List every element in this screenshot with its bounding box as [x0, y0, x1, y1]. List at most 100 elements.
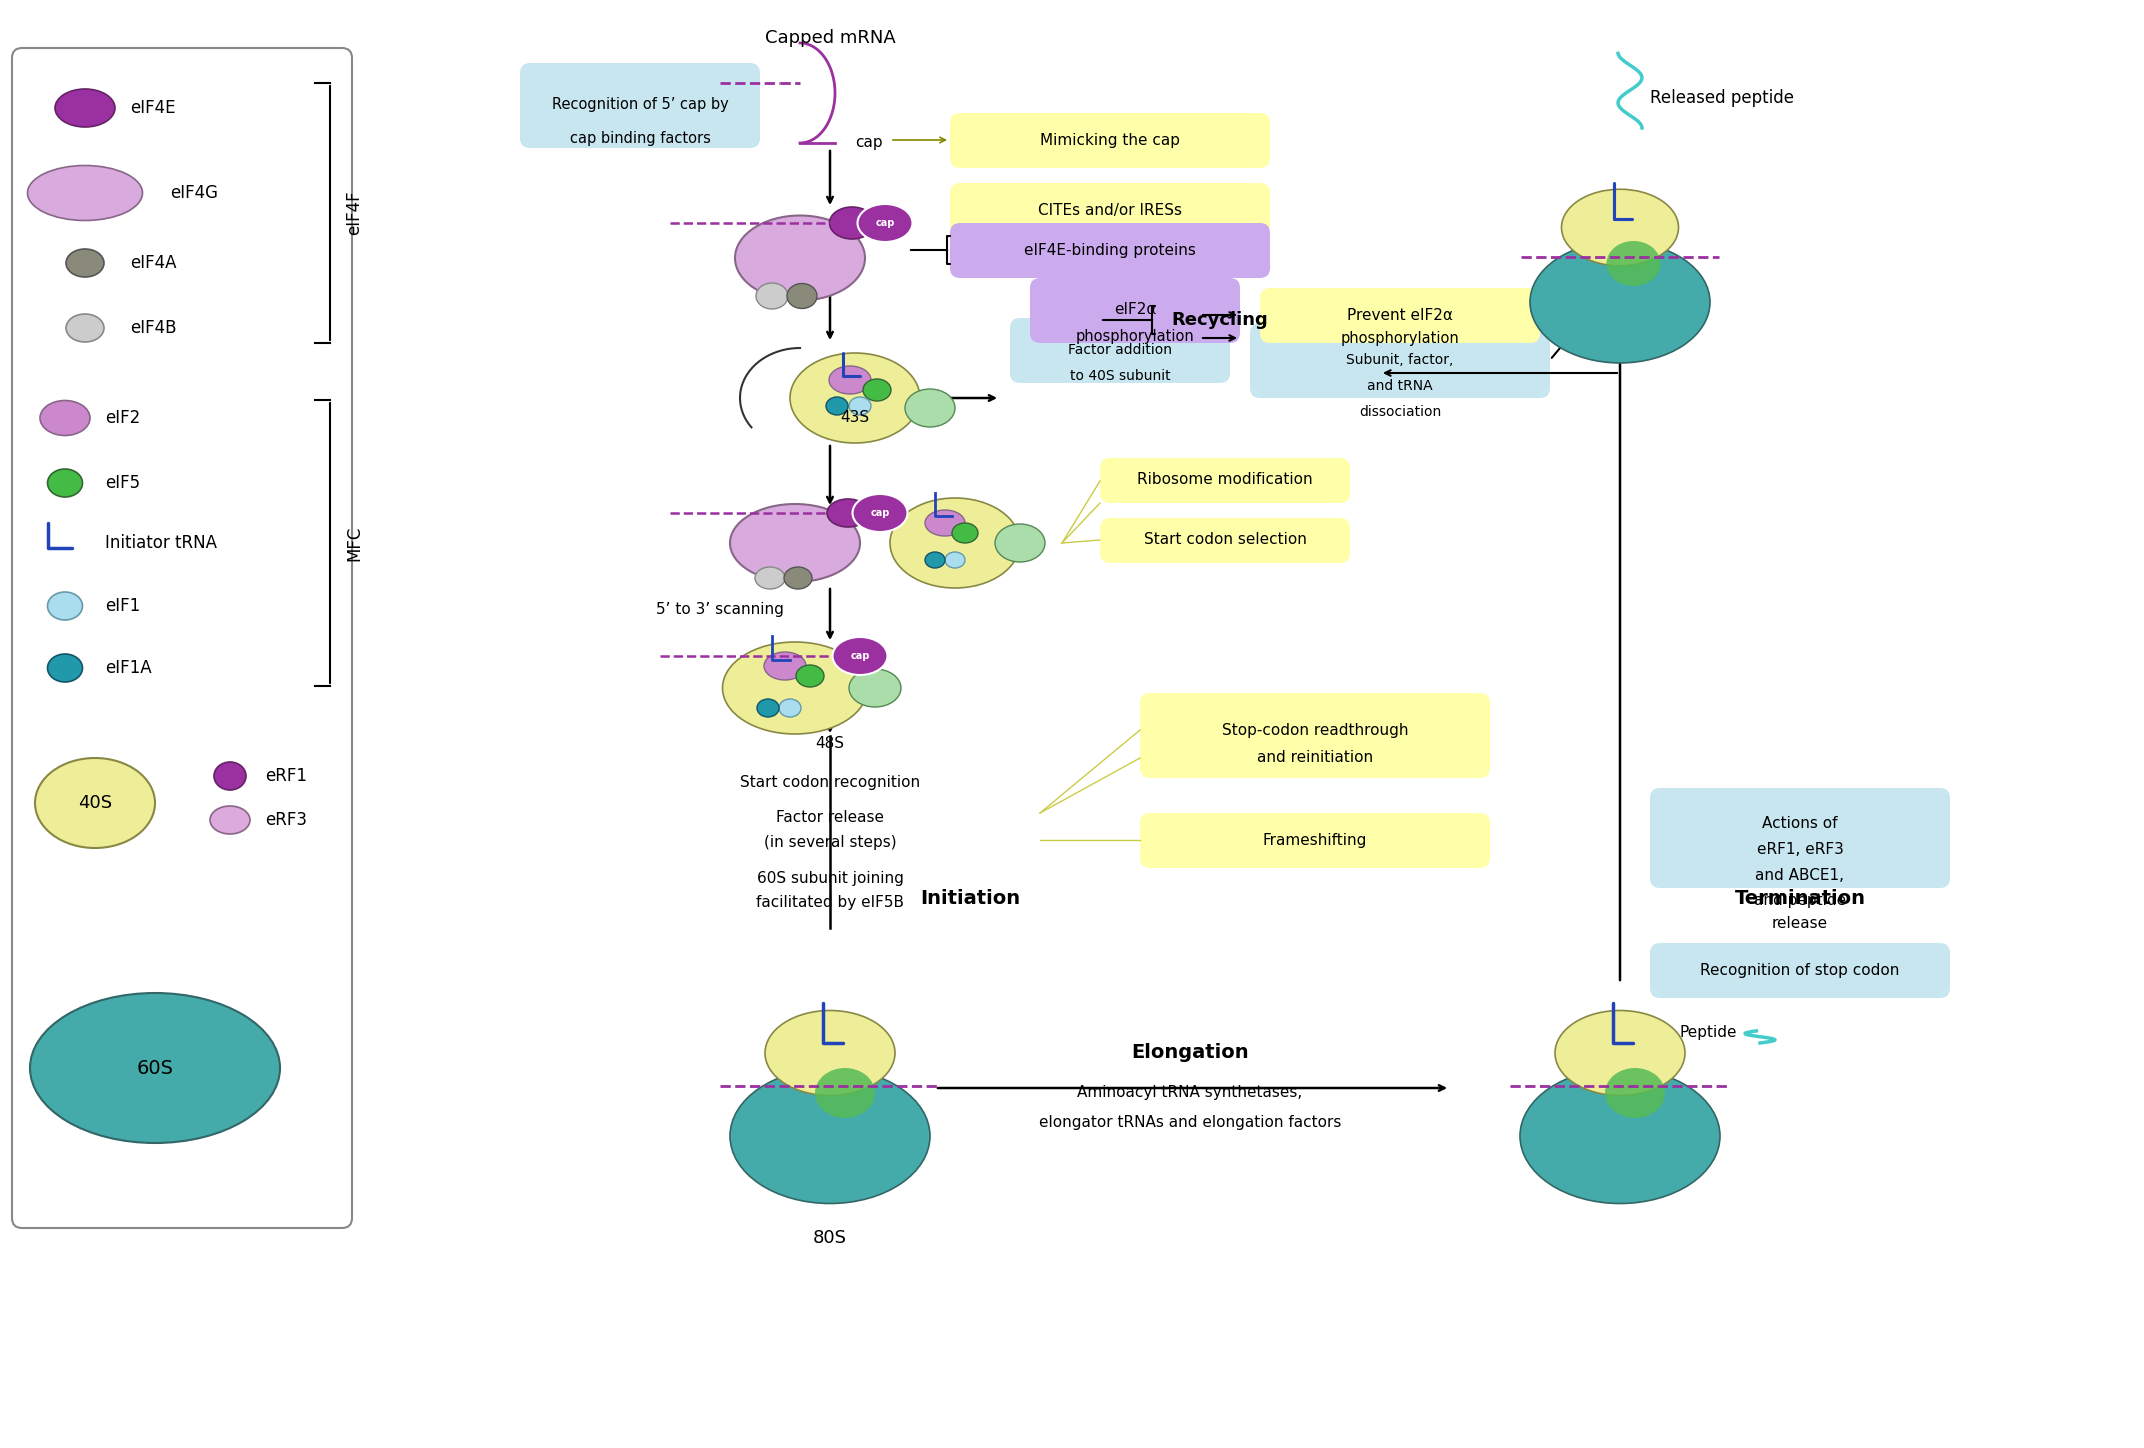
Text: eIF1A: eIF1A: [105, 659, 152, 678]
Ellipse shape: [787, 284, 817, 308]
Ellipse shape: [47, 654, 81, 682]
Text: Prevent eIF2α: Prevent eIF2α: [1346, 307, 1454, 323]
Ellipse shape: [1531, 242, 1711, 363]
FancyBboxPatch shape: [521, 64, 759, 148]
Ellipse shape: [995, 524, 1044, 562]
Text: eIF4B: eIF4B: [131, 319, 176, 337]
FancyBboxPatch shape: [1651, 943, 1951, 998]
Text: eIF4F: eIF4F: [345, 191, 362, 236]
Text: Capped mRNA: Capped mRNA: [765, 29, 896, 46]
Ellipse shape: [789, 353, 920, 443]
Text: Initiator tRNA: Initiator tRNA: [105, 534, 217, 552]
Ellipse shape: [723, 641, 868, 734]
Text: Recognition of stop codon: Recognition of stop codon: [1700, 963, 1900, 977]
Text: eRF1, eRF3: eRF1, eRF3: [1756, 843, 1844, 857]
Text: 60S subunit joining: 60S subunit joining: [757, 870, 903, 886]
Ellipse shape: [1554, 1011, 1685, 1096]
Ellipse shape: [47, 469, 81, 497]
Ellipse shape: [815, 1069, 875, 1118]
Ellipse shape: [825, 397, 849, 416]
Ellipse shape: [830, 207, 875, 239]
Text: Recognition of 5’ cap by: Recognition of 5’ cap by: [551, 97, 729, 113]
Ellipse shape: [785, 568, 813, 589]
Text: eIF4G: eIF4G: [169, 184, 219, 203]
Text: and tRNA: and tRNA: [1368, 379, 1432, 392]
Ellipse shape: [765, 1011, 894, 1096]
Ellipse shape: [28, 165, 142, 220]
Ellipse shape: [757, 699, 778, 717]
Text: Mimicking the cap: Mimicking the cap: [1040, 133, 1179, 148]
Text: 80S: 80S: [813, 1229, 847, 1247]
FancyBboxPatch shape: [1141, 812, 1490, 867]
Text: Factor addition: Factor addition: [1068, 343, 1173, 358]
FancyBboxPatch shape: [1100, 458, 1351, 502]
Ellipse shape: [1606, 1069, 1666, 1118]
Text: Elongation: Elongation: [1132, 1044, 1248, 1063]
Ellipse shape: [1606, 240, 1659, 287]
Ellipse shape: [214, 762, 247, 791]
Ellipse shape: [47, 592, 81, 620]
Ellipse shape: [830, 366, 870, 394]
Text: cap binding factors: cap binding factors: [570, 130, 710, 145]
Ellipse shape: [858, 204, 913, 242]
Text: cap: cap: [855, 136, 883, 151]
Text: 43S: 43S: [840, 410, 870, 426]
Text: CITEs and/or IRESs: CITEs and/or IRESs: [1038, 203, 1181, 217]
Text: Factor release: Factor release: [776, 811, 883, 825]
Ellipse shape: [1520, 1069, 1719, 1203]
Ellipse shape: [828, 500, 868, 527]
Text: Peptide: Peptide: [1681, 1025, 1737, 1041]
Text: cap: cap: [875, 219, 894, 227]
Ellipse shape: [755, 568, 785, 589]
Text: Released peptide: Released peptide: [1651, 88, 1795, 107]
Text: Recycling: Recycling: [1171, 311, 1269, 329]
Ellipse shape: [56, 88, 116, 127]
Ellipse shape: [729, 504, 860, 582]
Text: Aminoacyl tRNA synthetases,: Aminoacyl tRNA synthetases,: [1078, 1086, 1304, 1100]
Text: Initiation: Initiation: [920, 889, 1021, 908]
Text: 5’ to 3’ scanning: 5’ to 3’ scanning: [656, 602, 785, 617]
Ellipse shape: [849, 669, 900, 707]
Text: eIF2: eIF2: [105, 408, 139, 427]
Ellipse shape: [66, 249, 105, 277]
Text: Subunit, factor,: Subunit, factor,: [1346, 353, 1454, 366]
Ellipse shape: [924, 552, 946, 568]
FancyBboxPatch shape: [1651, 788, 1951, 888]
Ellipse shape: [849, 397, 870, 416]
Text: (in several steps): (in several steps): [763, 835, 896, 850]
Text: cap: cap: [870, 508, 890, 518]
Ellipse shape: [795, 665, 823, 686]
Ellipse shape: [1561, 190, 1679, 266]
Text: Ribosome modification: Ribosome modification: [1136, 472, 1312, 488]
Text: eIF2α: eIF2α: [1113, 303, 1156, 317]
Text: Actions of: Actions of: [1762, 815, 1837, 831]
Text: eIF4A: eIF4A: [131, 253, 176, 272]
Ellipse shape: [778, 699, 802, 717]
Text: 60S: 60S: [137, 1058, 174, 1077]
Text: Frameshifting: Frameshifting: [1263, 833, 1368, 847]
Text: eRF1: eRF1: [266, 767, 307, 785]
Text: phosphorylation: phosphorylation: [1340, 330, 1460, 346]
Text: phosphorylation: phosphorylation: [1076, 329, 1194, 343]
Text: Start codon recognition: Start codon recognition: [740, 776, 920, 791]
Ellipse shape: [30, 993, 281, 1142]
Ellipse shape: [763, 652, 806, 681]
Ellipse shape: [864, 379, 892, 401]
Text: eIF5: eIF5: [105, 473, 139, 492]
Ellipse shape: [41, 401, 90, 436]
FancyBboxPatch shape: [13, 48, 352, 1228]
Text: and peptide: and peptide: [1754, 892, 1846, 908]
Text: eIF1: eIF1: [105, 597, 139, 615]
Text: MFC: MFC: [345, 526, 362, 560]
Text: and ABCE1,: and ABCE1,: [1756, 869, 1844, 883]
Ellipse shape: [34, 757, 154, 849]
Text: 40S: 40S: [77, 794, 111, 812]
Text: Termination: Termination: [1734, 889, 1865, 908]
Text: eRF3: eRF3: [266, 811, 307, 830]
FancyBboxPatch shape: [1029, 278, 1239, 343]
Text: cap: cap: [851, 652, 870, 660]
Text: eIF4E-binding proteins: eIF4E-binding proteins: [1025, 242, 1196, 258]
FancyBboxPatch shape: [1250, 323, 1550, 398]
FancyBboxPatch shape: [950, 223, 1269, 278]
Ellipse shape: [853, 494, 907, 531]
